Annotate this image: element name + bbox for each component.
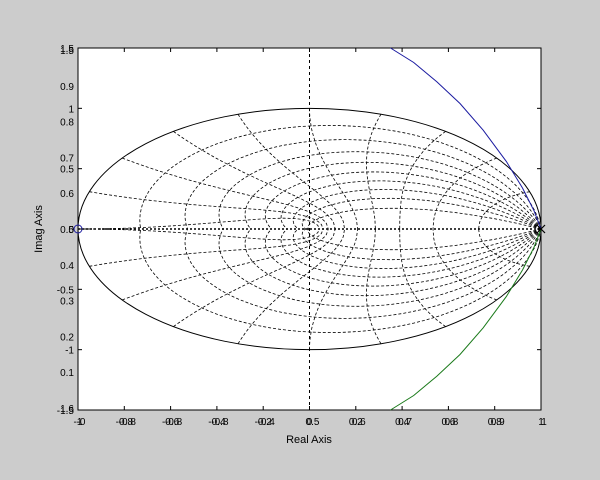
x-tick-label: -0.8: [116, 417, 134, 428]
x-tick-overlay-label: -0: [77, 417, 86, 428]
y-axis-title: Imag Axis: [33, 205, 45, 253]
x-tick-label: -0.6: [162, 417, 180, 428]
zeta-curve-lower-4: [244, 228, 542, 297]
y-tick-label: -0.5: [57, 285, 75, 296]
y-grid-overlay-label: 0.4: [60, 261, 74, 272]
zeta-curve-lower-1: [139, 228, 542, 334]
y-grid-overlay-label: 1.5: [60, 46, 74, 57]
zeta-curve-lower-7: [292, 228, 542, 269]
x-tick-overlay-label: 0.9: [491, 417, 505, 428]
wn-curve-lower-7: [173, 228, 336, 327]
x-tick-overlay-label: 1: [541, 417, 547, 428]
zeta-curve-upper-1: [139, 124, 542, 230]
wn-curve-lower-4: [366, 228, 382, 345]
y-tick-label: 1.5: [60, 44, 74, 55]
zeta-curve-lower-5: [264, 228, 542, 287]
zeta-curve-lower-8: [301, 228, 542, 261]
x-tick-label: -0.4: [208, 417, 226, 428]
zeta-curve-upper-5: [264, 171, 542, 230]
wn-curve-lower-3: [399, 228, 446, 327]
x-tick-overlay-label: -0.4: [258, 417, 276, 428]
x-tick-overlay-label: -0.8: [211, 417, 229, 428]
wn-curve-lower-1: [478, 228, 530, 267]
wn-curve-lower-5: [309, 228, 358, 350]
wn-curve-lower-10: [77, 228, 320, 241]
x-tick-label: 0.8: [488, 417, 502, 428]
y-grid-overlay-label: 0.2: [60, 332, 74, 343]
wn-curve-upper-9: [89, 191, 324, 230]
zeta-curve-upper-8: [301, 197, 542, 230]
x-tick-label: -0.2: [255, 417, 273, 428]
x-tick-overlay-label: 0.8: [444, 417, 458, 428]
tick-label-layer: -1 -0.8 -0.6 -0.4 -0.2 0 0.2 0.4 0.6 0.8 1-0 -0.8 -0…: [57, 44, 547, 428]
wn-curve-upper-3: [399, 131, 446, 230]
y-grid-overlay-label: 1.6: [60, 404, 74, 415]
zeta-curve-lower-2: [184, 228, 542, 319]
wn-curve-upper-7: [173, 131, 336, 230]
x-tick-label: 0: [307, 417, 313, 428]
wn-curve-lower-9: [89, 228, 324, 267]
wn-curve-lower-6: [237, 228, 345, 345]
wn-curve-upper-6: [237, 113, 345, 230]
y-grid-overlay-label: 0.3: [60, 297, 74, 308]
x-tick-label: 0.2: [349, 417, 363, 428]
wn-curve-upper-4: [366, 113, 382, 230]
wn-curve-upper-1: [478, 191, 530, 230]
zeta-curve-lower-9: [307, 228, 542, 251]
x-tick-overlay-label: -0.8: [165, 417, 183, 428]
x-tick-label: -1: [74, 417, 83, 428]
y-grid-overlay-label: 0.9: [60, 82, 74, 93]
wn-curve-lower-8: [122, 228, 329, 301]
x-tick-overlay-label: 0.6: [352, 417, 366, 428]
wn-curve-upper-8: [122, 157, 329, 230]
locus-branch-2: [390, 228, 542, 411]
zeta-curve-upper-6: [280, 180, 542, 230]
x-tick-label: 0.6: [441, 417, 455, 428]
y-tick-label: -1.5: [57, 406, 75, 417]
x-tick-label: 1: [538, 417, 544, 428]
x-tick-overlay-label: 0.7: [398, 417, 412, 428]
y-grid-overlay-label: 0.1: [60, 368, 74, 379]
y-tick-label: 1: [68, 104, 74, 115]
y-grid-overlay-label: 0.5: [60, 225, 74, 236]
wn-curve-upper-10: [77, 217, 320, 230]
y-grid-overlay-label: 0.6: [60, 189, 74, 200]
x-tick-overlay-label: -0.8: [119, 417, 137, 428]
y-tick-label: 0: [68, 225, 74, 236]
ticks-layer: [77, 47, 542, 411]
y-tick-label: -1: [65, 346, 74, 357]
zeta-curve-upper-2: [184, 139, 542, 230]
zgrid-layer: [77, 48, 542, 410]
zeta-curve-lower-3: [218, 228, 542, 307]
wn-curve-upper-2: [432, 157, 497, 230]
zeta-curve-upper-3: [218, 151, 542, 230]
series-layer: [390, 47, 542, 411]
x-tick-overlay-label: 0.5: [306, 417, 320, 428]
wn-curve-lower-2: [432, 228, 497, 301]
y-tick-label: 0.5: [60, 165, 74, 176]
x-axis-title: Real Axis: [286, 434, 332, 446]
zeta-curve-upper-9: [307, 207, 542, 230]
zeta-curve-upper-7: [292, 189, 542, 230]
y-grid-overlay-label: 0.8: [60, 118, 74, 129]
zeta-curve-upper-4: [244, 161, 542, 230]
y-grid-overlay-label: 0.7: [60, 153, 74, 164]
x-tick-label: 0.4: [395, 417, 409, 428]
locus-branch-1: [390, 47, 542, 230]
zeta-curve-lower-6: [280, 228, 542, 278]
wn-curve-upper-5: [309, 108, 358, 230]
